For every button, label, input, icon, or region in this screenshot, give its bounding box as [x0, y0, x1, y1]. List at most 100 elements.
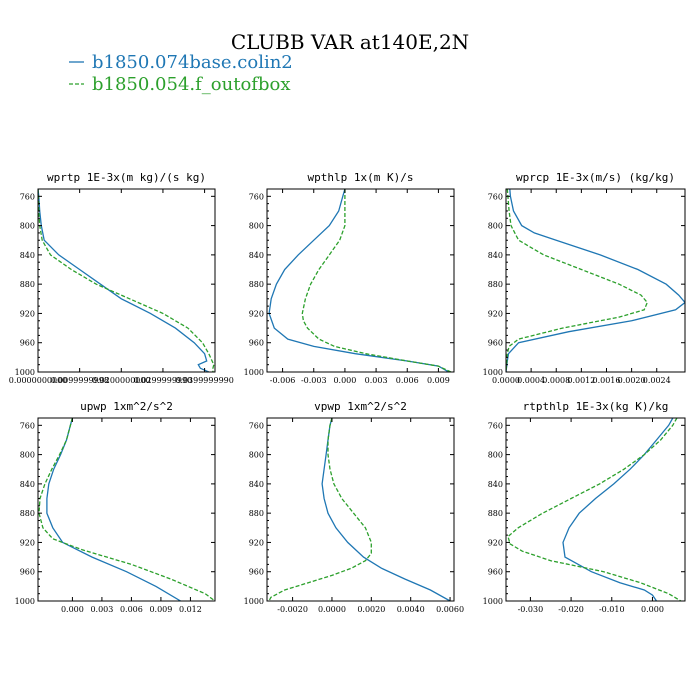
x-tick-label: 0.009 [149, 605, 172, 614]
panel-3: wprcp 1E-3x(m/s) (kg/kg) 760 800 840 880 920 9… [483, 171, 686, 385]
x-tick-label: 0.0004 [517, 376, 545, 385]
y-tick-label: 760 [488, 192, 503, 201]
y-tick-label: 760 [249, 421, 264, 430]
panel-1: wprtp 1E-3x(m kg)/(s kg) 760 800 840 880 920 9… [9, 171, 234, 385]
x-tick-label: 0.003 [90, 605, 113, 614]
y-tick-label: 800 [20, 222, 35, 231]
x-tick-label: 0.0200000000 [92, 376, 151, 385]
series-line-1 [268, 189, 450, 372]
panel-title: rtpthlp 1E-3x(kg K)/kg [523, 400, 669, 413]
y-tick-label: 840 [20, 480, 35, 489]
panel-title: wprtp 1E-3x(m kg)/(s kg) [47, 171, 206, 184]
panel-title: vpwp 1xm^2/s^2 [314, 400, 407, 413]
y-tick-label: 800 [20, 451, 35, 460]
x-tick-label: 0.012 [179, 605, 202, 614]
x-tick-label: 0.0008 [542, 376, 570, 385]
plot-frame [505, 417, 686, 602]
y-tick-label: 1000 [483, 597, 503, 606]
y-tick-label: 840 [20, 251, 35, 260]
x-tick-label: -0.0020 [277, 605, 308, 614]
y-tick-label: 840 [249, 480, 264, 489]
x-tick-label: -0.030 [518, 605, 544, 614]
series-line-2 [38, 189, 215, 372]
panel-title: wpthlp 1x(m K)/s [308, 171, 414, 184]
series-line-1 [506, 189, 685, 372]
x-tick-label: 0.0299999990 [134, 376, 193, 385]
panel-4: upwp 1xm^2/s^2 760 800 840 880 920 960 1000 0.00… [15, 400, 216, 614]
legend: b1850.074base.colin2 b1850.054.f_outofbo… [69, 52, 293, 95]
x-tick-label: 0.0020 [357, 605, 385, 614]
x-tick-label: 0.0024 [643, 376, 671, 385]
y-tick-label: 920 [20, 309, 35, 318]
x-tick-label: 0.000 [61, 605, 84, 614]
y-tick-label: 760 [20, 192, 35, 201]
y-tick-label: 1000 [15, 368, 35, 377]
x-tick-label: -0.010 [599, 605, 625, 614]
y-tick-label: 1000 [244, 368, 264, 377]
y-tick-label: 880 [20, 280, 35, 289]
y-tick-label: 960 [20, 339, 35, 348]
y-tick-label: 760 [488, 421, 503, 430]
y-tick-label: 800 [249, 451, 264, 460]
y-tick-label: 920 [488, 309, 503, 318]
x-tick-label: 0.0000 [318, 605, 346, 614]
y-tick-label: 880 [488, 509, 503, 518]
x-tick-label: 0.0000 [492, 376, 520, 385]
x-tick-label: 0.000 [641, 605, 664, 614]
y-tick-label: 800 [488, 222, 503, 231]
y-tick-label: 880 [249, 509, 264, 518]
panel-title: wprcp 1E-3x(m/s) (kg/kg) [516, 171, 675, 184]
x-tick-label: -0.006 [270, 376, 296, 385]
y-tick-label: 760 [249, 192, 264, 201]
plot-frame [37, 188, 216, 373]
x-tick-label: 0.000 [333, 376, 356, 385]
y-tick-label: 1000 [483, 368, 503, 377]
series-line-2 [268, 418, 372, 601]
y-tick-label: 840 [249, 251, 264, 260]
y-tick-label: 880 [249, 280, 264, 289]
series-line-2 [38, 418, 215, 601]
series-line-2 [301, 189, 452, 372]
x-tick-label: 0.0016 [592, 376, 620, 385]
y-tick-label: 1000 [15, 597, 35, 606]
y-tick-label: 960 [488, 568, 503, 577]
x-tick-label: -0.003 [301, 376, 327, 385]
y-tick-label: 880 [20, 509, 35, 518]
y-tick-label: 960 [20, 568, 35, 577]
panel-title: upwp 1xm^2/s^2 [80, 400, 173, 413]
panel-2: wpthlp 1x(m K)/s 760 800 840 880 920 960 1000 -0… [244, 171, 455, 385]
y-tick-label: 760 [20, 421, 35, 430]
x-tick-label: 0.0040 [397, 605, 425, 614]
legend-label-1: b1850.074base.colin2 [92, 52, 293, 73]
plot-frame [37, 417, 216, 602]
y-tick-label: 920 [20, 538, 35, 547]
y-tick-label: 840 [488, 480, 503, 489]
y-tick-label: 920 [249, 309, 264, 318]
x-tick-label: 0.009 [427, 376, 450, 385]
plot-frame [266, 188, 455, 373]
y-tick-label: 960 [249, 568, 264, 577]
plot-frame [505, 188, 686, 373]
y-tick-label: 920 [249, 538, 264, 547]
series-line-2 [507, 418, 682, 601]
series-line-1 [562, 418, 674, 601]
panel-6: rtpthlp 1E-3x(kg K)/kg 760 800 840 880 920 960… [483, 400, 686, 614]
plot-frame [266, 417, 455, 602]
y-tick-label: 960 [488, 339, 503, 348]
x-tick-label: 0.0060 [436, 605, 464, 614]
series-line-1 [46, 418, 181, 601]
x-tick-label: 0.0012 [567, 376, 595, 385]
x-tick-label: 0.006 [120, 605, 143, 614]
y-tick-label: 800 [488, 451, 503, 460]
series-line-2 [506, 189, 649, 372]
x-tick-label: -0.020 [558, 605, 584, 614]
x-tick-label: 0.003 [365, 376, 388, 385]
x-tick-label: 0.0020 [618, 376, 646, 385]
y-tick-label: 840 [488, 251, 503, 260]
x-tick-label: 0.0000000000 [9, 376, 68, 385]
x-tick-label: 0.006 [396, 376, 419, 385]
legend-label-2: b1850.054.f_outofbox [92, 74, 290, 95]
y-tick-label: 800 [249, 222, 264, 231]
panels: wprtp 1E-3x(m kg)/(s kg) 760 800 840 880 920 9… [9, 171, 686, 614]
